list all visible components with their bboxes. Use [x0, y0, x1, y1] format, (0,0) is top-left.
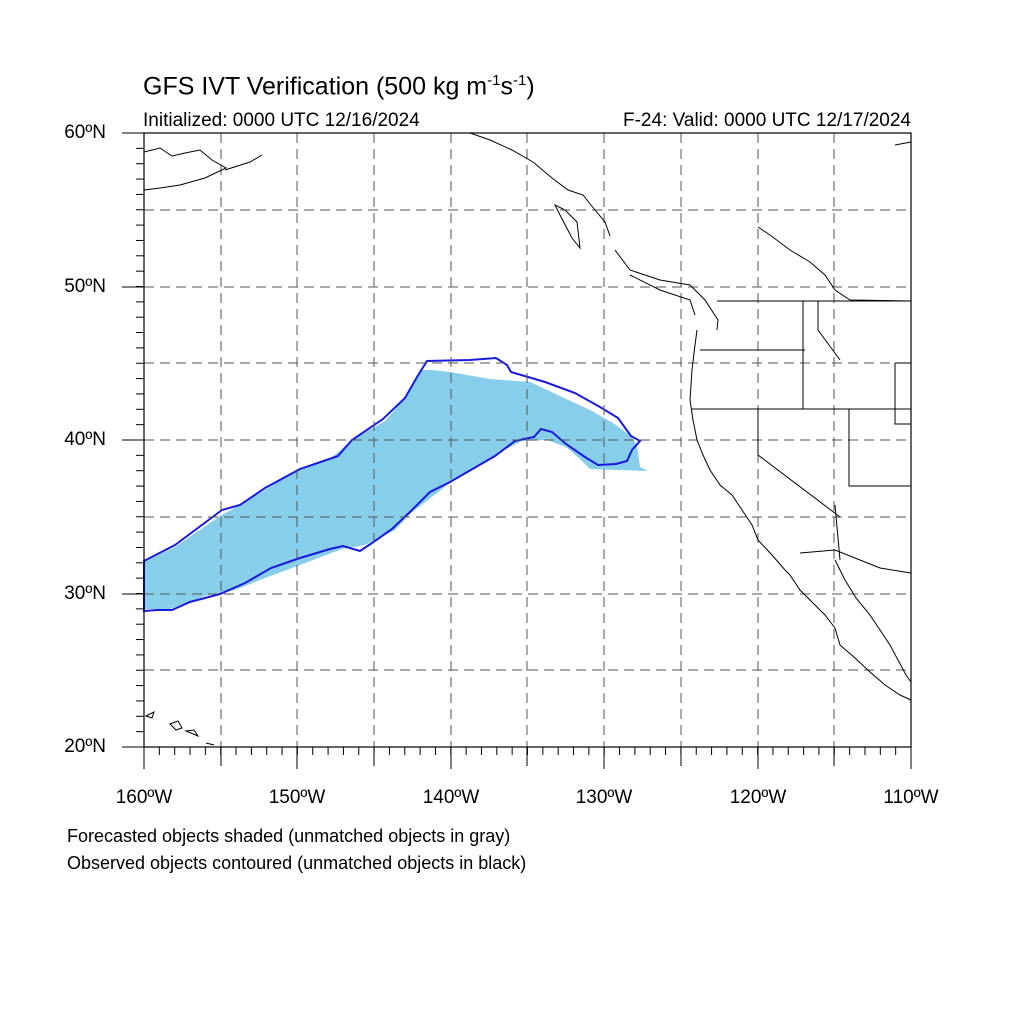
lon-label-110w: 110ºW [883, 787, 939, 808]
graticule [144, 133, 911, 747]
lat-label-30: 30ºN [64, 583, 106, 604]
lon-label-150w: 150ºW [268, 787, 326, 808]
lat-label-60: 60ºN [64, 122, 106, 143]
init-time-label: Initialized: 0000 UTC 12/16/2024 [143, 110, 420, 131]
lat-label-40: 40ºN [64, 429, 106, 450]
forecast-note: Forecasted objects shaded (unmatched obj… [67, 826, 511, 846]
minor-ticks [136, 132, 912, 755]
forecast-object-shading [144, 370, 648, 609]
lon-label-120w: 120ºW [729, 787, 787, 808]
observed-object-contour [143, 356, 642, 613]
axis-ticks [122, 132, 912, 769]
lon-label-130w: 130ºW [575, 787, 633, 808]
observed-note: Observed objects contoured (unmatched ob… [67, 853, 527, 873]
lat-label-50: 50ºN [64, 276, 106, 297]
state-boundaries [692, 300, 912, 574]
map-title: GFS IVT Verification (500 kg m-1s-1) [143, 72, 535, 101]
coastlines [143, 132, 912, 746]
lon-label-160w: 160ºW [115, 787, 173, 808]
valid-time-label: F-24: Valid: 0000 UTC 12/17/2024 [623, 110, 911, 131]
lon-label-140w: 140ºW [422, 787, 480, 808]
lat-label-20: 20ºN [64, 736, 106, 757]
